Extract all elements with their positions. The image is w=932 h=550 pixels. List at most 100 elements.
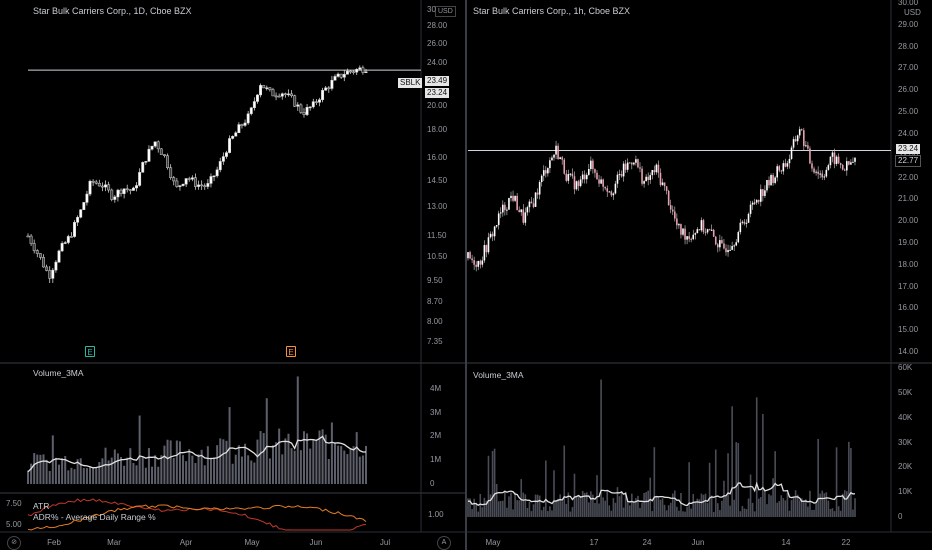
candle-body — [237, 124, 241, 134]
candle-body — [737, 232, 740, 243]
candle-body — [790, 147, 793, 159]
candle-body — [567, 174, 570, 181]
left-currency-badge[interactable]: USD — [435, 6, 456, 17]
candle-body — [817, 171, 819, 174]
left-last-price-label: 23.49 — [425, 76, 450, 86]
candle-body — [110, 189, 114, 200]
volume-bar — [827, 500, 830, 517]
volume-bar — [182, 455, 185, 484]
candle-body — [633, 162, 635, 165]
volume-bar — [506, 507, 508, 517]
candle-body — [299, 104, 303, 113]
volume-bar — [807, 506, 809, 517]
volume-bar — [784, 500, 787, 517]
right-currency-label[interactable]: USD — [904, 8, 921, 17]
volume-bar — [514, 492, 516, 517]
volume-bar — [39, 454, 42, 484]
right-price-tick: 22.00 — [898, 172, 919, 182]
candle-body — [358, 67, 362, 70]
candle-body — [620, 174, 623, 177]
volume-bar — [698, 499, 701, 517]
volume-bar — [825, 492, 828, 517]
volume-bar — [819, 493, 821, 517]
volume-bar — [649, 477, 652, 517]
volume-bar — [526, 507, 529, 517]
candle-body — [610, 191, 613, 196]
volume-bar — [244, 443, 247, 484]
candle-body — [786, 163, 789, 167]
candle-body — [671, 209, 674, 212]
candle-body — [594, 169, 596, 173]
right-price-tick: 24.00 — [898, 128, 919, 138]
volume-bar — [85, 468, 88, 484]
left-price-tick: 14.50 — [427, 176, 448, 186]
right-price-tick: 20.00 — [898, 216, 919, 226]
candle-body — [342, 74, 346, 78]
candle-body — [760, 189, 762, 202]
volume-bar — [107, 460, 110, 484]
candle-body — [690, 238, 692, 240]
candle-body — [345, 70, 349, 75]
candle-body — [280, 93, 284, 97]
candle-body — [723, 243, 725, 249]
volume-bar — [680, 492, 682, 517]
volume-bar — [518, 500, 520, 517]
candle-body — [206, 183, 210, 187]
left-volume-tick: 3M — [430, 407, 442, 417]
candle-body — [557, 145, 559, 159]
volume-bar — [737, 443, 740, 517]
volume-bar — [306, 433, 309, 484]
auto-scale-button[interactable]: A — [437, 536, 451, 550]
volume-bar — [751, 502, 754, 517]
candle-body — [107, 184, 111, 191]
volume-bar — [296, 376, 299, 484]
scale-settings-icon[interactable]: ⊘ — [7, 536, 21, 550]
right-volume-label[interactable]: Volume_3MA — [473, 370, 524, 380]
candle-body — [848, 161, 850, 165]
left-price-tick: 16.00 — [427, 153, 448, 163]
candle-body — [647, 176, 649, 180]
volume-bar — [27, 470, 29, 484]
volume-bar — [188, 449, 191, 484]
candle-body — [296, 104, 300, 107]
volume-bar — [702, 494, 705, 517]
candle-body — [547, 168, 549, 174]
candle-body — [215, 169, 219, 177]
candle-body — [784, 163, 787, 167]
earnings-icon[interactable]: E — [85, 346, 95, 357]
volume-bar — [676, 506, 678, 517]
atr-label[interactable]: ATR — [33, 501, 50, 511]
volume-bar — [821, 490, 824, 517]
right-price-tick: 28.00 — [898, 41, 919, 51]
candle-body — [487, 237, 490, 253]
candle-body — [542, 170, 545, 176]
volume-bar — [349, 448, 352, 484]
volume-bar — [346, 454, 349, 484]
volume-bar — [206, 446, 209, 484]
left-volume-label[interactable]: Volume_3MA — [33, 368, 84, 378]
candle-body — [575, 181, 578, 190]
volume-bar — [598, 503, 600, 517]
volume-bar — [89, 466, 92, 484]
volume-bar — [571, 507, 574, 517]
volume-bar — [850, 448, 852, 517]
volume-bar — [843, 490, 846, 517]
candle-body — [506, 209, 508, 211]
candle-body — [706, 229, 709, 233]
candle-body — [553, 154, 555, 158]
candle-body — [549, 160, 551, 169]
candle-body — [637, 159, 639, 168]
candle-body — [489, 233, 492, 238]
volume-bar — [116, 453, 119, 484]
candle-body — [221, 156, 225, 162]
earnings-icon[interactable]: E — [286, 346, 296, 357]
candle-body — [581, 174, 584, 180]
candle-body — [805, 145, 807, 147]
adr-label[interactable]: ADR% - Average Daily Range % — [33, 512, 156, 522]
volume-bar — [653, 447, 656, 517]
volume-bar — [723, 480, 725, 517]
candle-body — [187, 178, 191, 180]
candle-body — [234, 132, 238, 137]
candle-body — [651, 170, 654, 176]
candle-body — [655, 164, 658, 173]
